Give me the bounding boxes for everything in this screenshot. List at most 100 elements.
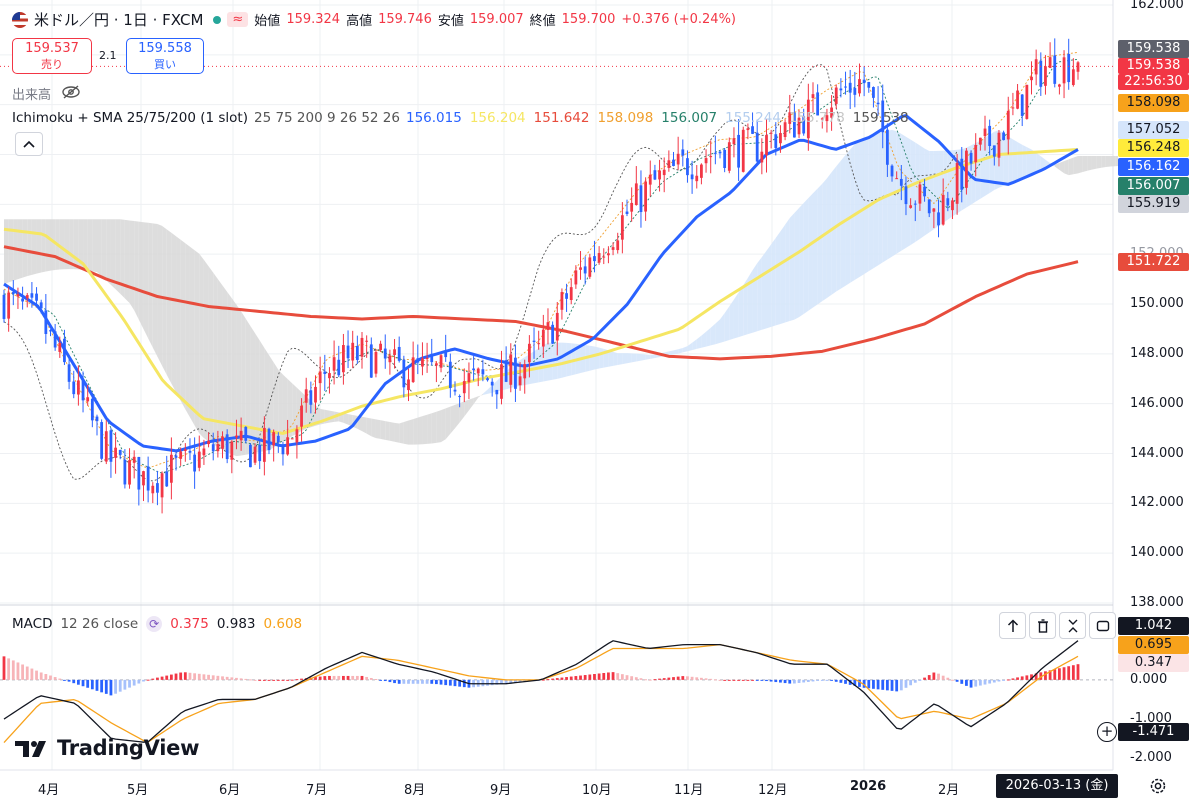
macd-hist-bar xyxy=(769,679,773,682)
price-label: 156.162 xyxy=(1118,158,1189,176)
macd-hist-bar xyxy=(323,676,327,680)
macd-hist-bar xyxy=(58,678,62,680)
macd-hist-bar xyxy=(425,679,429,684)
candle-body xyxy=(532,340,536,342)
cloud-segment xyxy=(227,291,232,455)
cloud-segment xyxy=(482,389,488,396)
move-up-button[interactable] xyxy=(999,612,1026,639)
candle-body xyxy=(1053,55,1057,84)
cloud-segment xyxy=(1036,152,1041,172)
cloud-segment xyxy=(729,299,734,340)
macd-hist-bar xyxy=(695,677,699,680)
candle-body xyxy=(300,405,303,427)
macd-hist-bar xyxy=(653,679,657,681)
macd-hist-bar xyxy=(165,675,169,680)
candle-body xyxy=(909,205,913,208)
macd-hist-bar xyxy=(755,679,759,681)
candle-body xyxy=(588,257,592,277)
eye-hidden-icon[interactable] xyxy=(61,84,81,103)
kijun-line xyxy=(4,58,1079,474)
macd-hist-bar xyxy=(2,656,6,680)
indicator-name[interactable]: Ichimoku + SMA 25/75/200 (1 slot) xyxy=(12,110,248,126)
ichimoku-cloud xyxy=(4,129,1118,457)
macd-hist-bar xyxy=(402,679,406,684)
candle-body xyxy=(658,170,661,180)
macd-hist-bar xyxy=(1016,677,1019,680)
candle-body xyxy=(881,100,885,133)
macd-hist-bar xyxy=(30,668,34,680)
cloud-segment xyxy=(794,207,800,320)
price-tick: 138.000 xyxy=(1130,595,1184,610)
macd-hist-bar xyxy=(918,679,922,681)
cloud-segment xyxy=(1022,144,1027,178)
candle-body xyxy=(732,138,736,145)
macd-hist-bar xyxy=(314,677,317,680)
cloud-segment xyxy=(1101,156,1106,168)
collapse-button[interactable] xyxy=(15,132,43,156)
macd-hist-bar xyxy=(625,675,629,680)
macd-hist-bar xyxy=(355,675,359,680)
cloud-segment xyxy=(1078,156,1083,174)
cloud-segment xyxy=(199,253,204,439)
macd-hist-bar xyxy=(583,675,587,680)
candle-body xyxy=(927,199,931,214)
candle-body xyxy=(992,145,996,157)
candle-body xyxy=(369,344,373,378)
sync-icon[interactable]: ⟳ xyxy=(146,616,163,632)
candle-body xyxy=(1016,90,1019,109)
macd-hist-bar xyxy=(351,675,355,680)
cloud-segment xyxy=(817,183,823,305)
add-crosshair-button[interactable]: + xyxy=(1097,722,1117,742)
cloud-segment xyxy=(413,417,418,445)
cloud-segment xyxy=(273,362,279,448)
cloud-segment xyxy=(431,411,437,444)
candle-body xyxy=(848,82,852,93)
macd-hist-bar xyxy=(834,679,838,682)
candle-body xyxy=(425,357,429,360)
symbol-title[interactable]: 米ドル／円 · 1日 · FXCM xyxy=(34,11,204,29)
candle-body xyxy=(746,128,750,131)
buy-button[interactable]: 159.558 買い xyxy=(126,38,204,74)
cloud-segment xyxy=(64,219,70,270)
cloud-segment xyxy=(278,369,283,445)
macd-signal-value: 0.608 xyxy=(263,616,303,632)
macd-hist-bar xyxy=(104,679,108,694)
candle-body xyxy=(416,358,420,363)
macd-hist-bar xyxy=(751,679,754,681)
cloud-segment xyxy=(1087,156,1092,171)
candle-body xyxy=(411,357,415,383)
candle-body xyxy=(104,431,108,462)
maximize-pane-button[interactable] xyxy=(1089,612,1116,639)
cloud-segment xyxy=(189,246,195,426)
candle-body xyxy=(169,454,173,483)
macd-hist-bar xyxy=(792,679,796,684)
candle-body xyxy=(514,357,517,389)
macd-signal-line xyxy=(3,643,1079,744)
delete-pane-button[interactable] xyxy=(1029,612,1056,639)
settings-button[interactable] xyxy=(1148,776,1168,800)
macd-hist-bar xyxy=(867,679,871,689)
candle-body xyxy=(686,158,689,176)
macd-hist-bar xyxy=(504,679,508,684)
candle-body xyxy=(560,292,564,310)
candle-body xyxy=(797,117,801,135)
cloud-segment xyxy=(1091,156,1097,170)
candle-body xyxy=(918,184,922,204)
macd-hist-bar xyxy=(788,679,792,684)
collapse-pane-button[interactable] xyxy=(1059,612,1086,639)
spread-value: 2.1 xyxy=(99,49,117,62)
macd-hist-bar xyxy=(588,674,592,680)
candle-body xyxy=(276,435,280,443)
macd-hist-bar xyxy=(290,679,294,681)
macd-hist-bar xyxy=(634,677,638,680)
sell-button[interactable]: 159.537 売り xyxy=(12,38,92,74)
cloud-segment xyxy=(417,416,423,445)
macd-hist-bar xyxy=(774,679,778,683)
candle-body xyxy=(393,349,396,355)
cloud-segment xyxy=(775,231,781,326)
approx-icon[interactable]: ≈ xyxy=(227,12,249,27)
macd-name[interactable]: MACD xyxy=(12,616,53,632)
cloud-segment xyxy=(859,137,865,277)
cloud-segment xyxy=(924,148,930,236)
